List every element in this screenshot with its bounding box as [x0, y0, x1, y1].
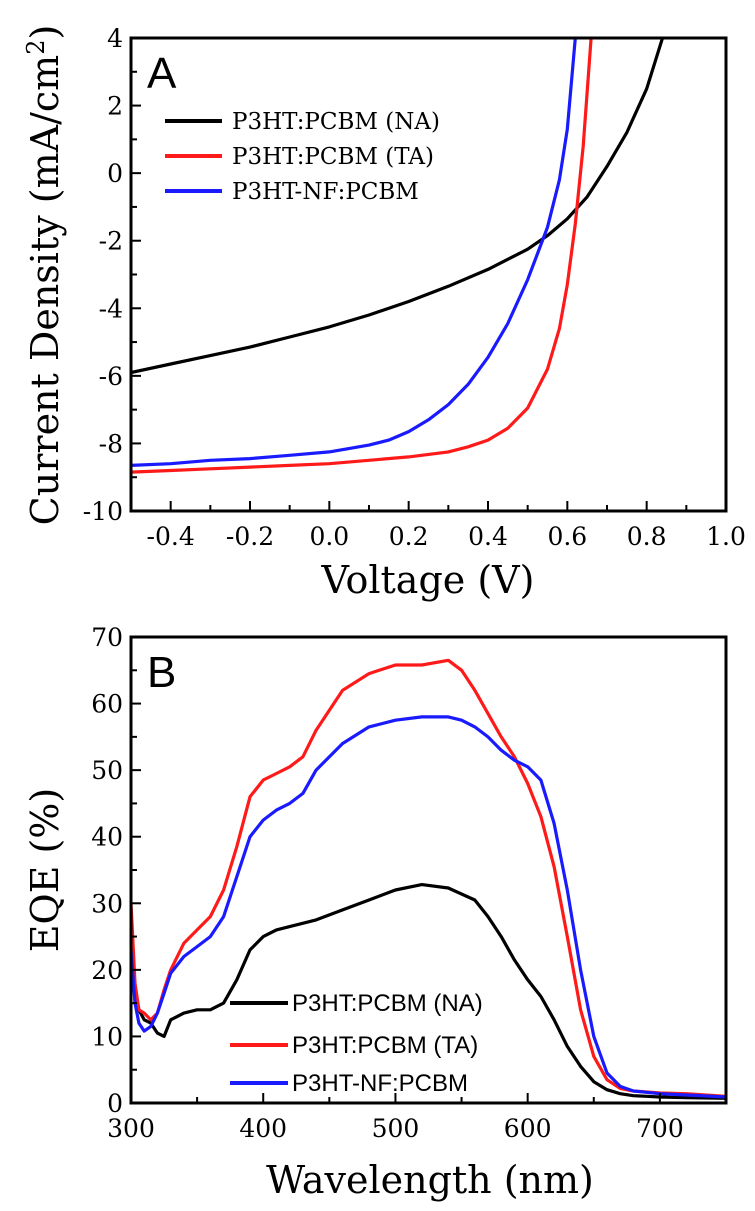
- panel-b-legend-item-ta: P3HT:PCBM (TA): [230, 1032, 478, 1059]
- panel-a-legend-item-ta: P3HT:PCBM (TA): [165, 144, 434, 170]
- panel-a-x-tick-label: 0.0: [309, 522, 349, 551]
- panel-a-y-axis-title-sup: 2: [22, 40, 50, 55]
- panel-b-legend-label-nf: P3HT-NF:PCBM: [292, 1070, 468, 1097]
- panel-a-y-axis-title: Current Density (mA/cm2): [22, 25, 67, 526]
- panel-b-series: [131, 658, 726, 1100]
- panel-b-x-tick-label: 700: [636, 1114, 684, 1143]
- panel-a-x-tick-label: 0.4: [468, 522, 508, 551]
- panel-b-legend: P3HT:PCBM (NA) P3HT:PCBM (TA) P3HT-NF:PC…: [230, 990, 483, 1097]
- panel-b-x-axis-title: Wavelength (nm): [266, 1158, 594, 1202]
- panel-a: -0.4 -0.2 0.0 0.2 0.4 0.6 0.8 1.0 -10 -8 -6 -4 -2 0 2…: [22, 24, 746, 602]
- panel-b-y-axis-title: EQE (%): [23, 788, 67, 952]
- panel-b-letter: B: [147, 648, 176, 697]
- panel-a-series-na: [131, 38, 665, 375]
- panel-b-y-tick-label: 0: [107, 1089, 123, 1118]
- panel-b-x-tick-label: 300: [107, 1114, 155, 1143]
- panel-a-legend-item-na: P3HT:PCBM (NA): [165, 109, 440, 135]
- panel-a-series-nf: [131, 38, 577, 467]
- panel-b-y-tick-label: 30: [91, 889, 123, 918]
- panel-a-legend: P3HT:PCBM (NA) P3HT:PCBM (TA) P3HT-NF:PC…: [165, 109, 440, 205]
- panel-a-y-ticks: -10 -8 -6 -4 -2 0 2 4: [83, 24, 141, 526]
- panel-a-y-axis-title-close: ): [23, 25, 67, 40]
- panel-b-y-tick-label: 60: [91, 690, 123, 719]
- panel-b-x-tick-label: 600: [504, 1114, 552, 1143]
- panel-b-legend-item-nf: P3HT-NF:PCBM: [230, 1070, 468, 1097]
- panel-b-y-tick-label: 10: [91, 1022, 123, 1051]
- panel-a-x-tick-label: -0.2: [226, 522, 274, 551]
- panel-a-series-ta: [131, 38, 593, 474]
- panel-b-series-nf: [131, 715, 726, 1099]
- panel-a-legend-label-na: P3HT:PCBM (NA): [232, 109, 440, 135]
- panel-a-y-tick-label: -6: [99, 362, 123, 391]
- panel-a-x-axis-title: Voltage (V): [321, 558, 535, 602]
- panel-a-letter: A: [147, 49, 177, 98]
- panel-b-y-ticks: 0 10 20 30 40 50 60 70: [91, 623, 141, 1118]
- panel-b-x-ticks: 300 400 500 600 700: [107, 1093, 727, 1143]
- panel-a-y-tick-label: -2: [99, 227, 123, 256]
- panel-b-series-ta: [131, 658, 726, 1098]
- panel-a-y-tick-label: 0: [107, 159, 123, 188]
- panel-a-series: [131, 38, 665, 474]
- panel-b-y-tick-label: 70: [91, 623, 123, 652]
- panel-a-y-tick-label: 2: [107, 92, 123, 121]
- panel-a-y-tick-label: -10: [83, 497, 123, 526]
- panel-b-series-na: [131, 882, 726, 1100]
- panel-a-y-tick-label: -8: [99, 429, 123, 458]
- panel-b-legend-label-na: P3HT:PCBM (NA): [292, 990, 483, 1017]
- panel-b-y-tick-label: 50: [91, 756, 123, 785]
- panel-a-y-tick-label: -4: [99, 294, 123, 323]
- panel-a-legend-item-nf: P3HT-NF:PCBM: [165, 179, 419, 205]
- panel-a-y-tick-label: 4: [107, 24, 123, 53]
- panel-a-x-tick-label: -0.4: [147, 522, 195, 551]
- panel-b-y-tick-label: 40: [91, 823, 123, 852]
- panel-a-x-tick-label: 0.2: [389, 522, 429, 551]
- panel-b: 300 400 500 600 700 0 10 20 30 40 50 60 70 B Wavele…: [23, 623, 728, 1202]
- panel-b-x-tick-label: 500: [372, 1114, 420, 1143]
- panel-b-y-tick-label: 20: [91, 956, 123, 985]
- panel-a-x-tick-label: 0.8: [627, 522, 667, 551]
- panel-a-y-axis-title-main: Current Density (mA/cm: [23, 55, 67, 526]
- panel-a-legend-label-ta: P3HT:PCBM (TA): [232, 144, 434, 170]
- panel-b-legend-label-ta: P3HT:PCBM (TA): [292, 1032, 478, 1059]
- panel-a-x-tick-label: 0.6: [547, 522, 587, 551]
- panel-a-x-ticks: -0.4 -0.2 0.0 0.2 0.4 0.6 0.8 1.0: [130, 501, 746, 551]
- panel-a-legend-label-nf: P3HT-NF:PCBM: [232, 179, 419, 205]
- panel-b-x-tick-label: 400: [239, 1114, 287, 1143]
- panel-b-legend-item-na: P3HT:PCBM (NA): [230, 990, 483, 1017]
- panel-a-x-tick-label: 1.0: [706, 522, 746, 551]
